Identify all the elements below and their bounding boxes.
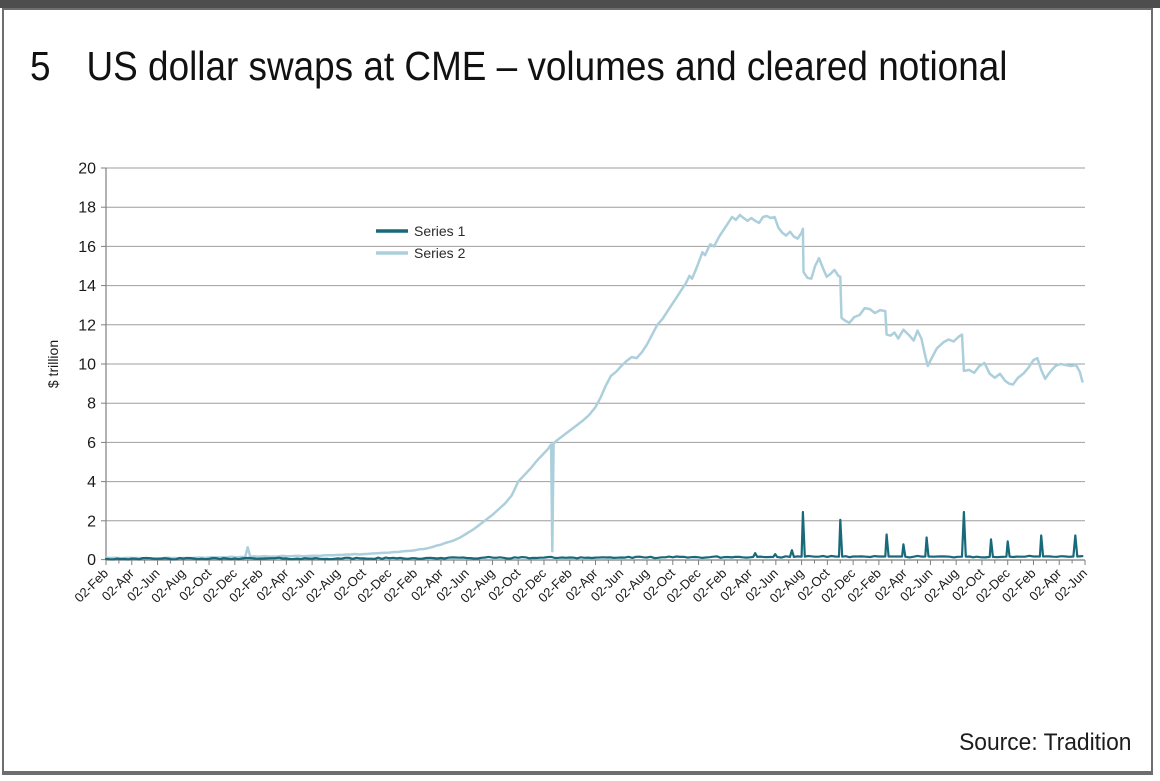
figure-number: 5 [30, 43, 51, 89]
figure-frame [2, 8, 1153, 775]
y-axis-title: $ trillion [45, 340, 61, 388]
source-label: Source: Tradition [958, 729, 1131, 756]
y-tick-label: 10 [78, 357, 96, 374]
legend: Series 1 Series 2 [376, 223, 466, 261]
y-tick-label: 20 [78, 161, 96, 178]
y-tick-label: 14 [78, 278, 96, 295]
figure-title-row: 5 US dollar swaps at CME – volumes and cl… [30, 43, 1008, 89]
y-tick-label: 2 [87, 513, 96, 530]
legend-label-2: Series 2 [414, 245, 466, 261]
series-2-line [104, 213, 1084, 560]
series-1-line [104, 510, 1084, 561]
top-accent-bar [0, 0, 1160, 8]
y-tick-label: 6 [87, 435, 96, 452]
y-tick-label: 4 [87, 474, 96, 491]
y-tick-label: 16 [78, 239, 96, 256]
y-tick-label: 0 [87, 552, 96, 569]
y-tick-label: 18 [78, 200, 96, 217]
y-tick-label: 8 [87, 396, 96, 413]
legend-label-1: Series 1 [414, 223, 466, 239]
figure-title: US dollar swaps at CME – volumes and cle… [86, 43, 1008, 89]
y-tick-label: 12 [78, 317, 96, 334]
